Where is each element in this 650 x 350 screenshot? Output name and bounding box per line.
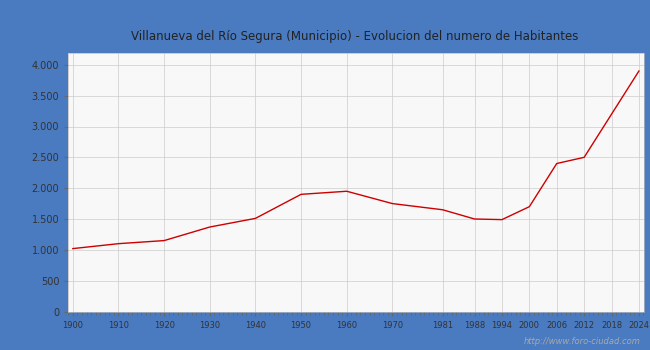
Text: Villanueva del Río Segura (Municipio) - Evolucion del numero de Habitantes: Villanueva del Río Segura (Municipio) - … bbox=[131, 30, 578, 43]
Text: http://www.foro-ciudad.com: http://www.foro-ciudad.com bbox=[523, 337, 640, 346]
